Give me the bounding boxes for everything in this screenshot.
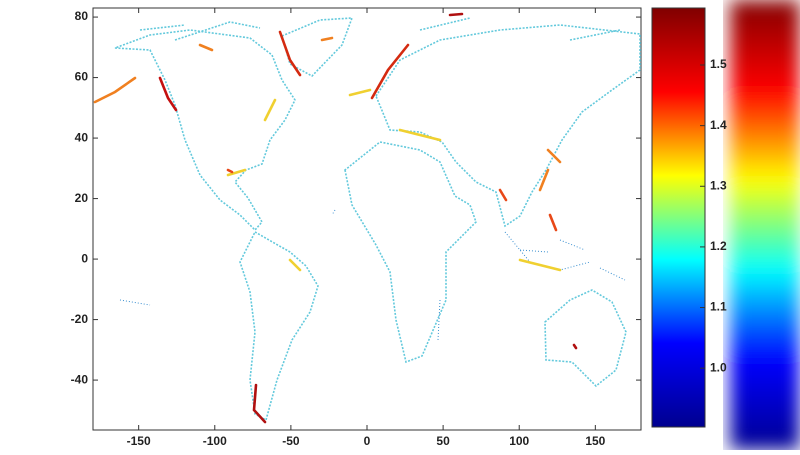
x-tick-label: -100: [203, 434, 227, 448]
colorbar-tick-label: 1.1: [710, 300, 727, 314]
plot-frame: [92, 7, 642, 431]
colorbar-tick-label: 1.5: [710, 57, 727, 71]
x-tick-label: -50: [282, 434, 300, 448]
y-tick-label: 0: [81, 251, 88, 265]
x-tick-label: 100: [509, 434, 529, 448]
y-tick-label: 40: [75, 130, 89, 144]
y-tick-label: -20: [71, 312, 89, 326]
hot-coast-segments: [93, 12, 578, 424]
blurred-colorbar-edge: [730, 0, 800, 450]
x-tick-label: 0: [364, 434, 371, 448]
colorbar-tick-label: 1.3: [710, 178, 727, 192]
x-tick-label: -150: [127, 434, 151, 448]
x-tick-label: 50: [436, 434, 450, 448]
colorbar-tick-label: 1.2: [710, 239, 727, 253]
y-tick-label: 80: [75, 9, 89, 23]
y-tick-label: -40: [71, 372, 89, 386]
colorbar: [651, 7, 706, 428]
y-tick-label: 20: [75, 191, 89, 205]
x-tick-label: 150: [585, 434, 605, 448]
colorbar-tick-label: 1.0: [710, 360, 727, 374]
y-tick-label: 60: [75, 70, 89, 84]
colorbar-tick-label: 1.4: [710, 118, 727, 132]
